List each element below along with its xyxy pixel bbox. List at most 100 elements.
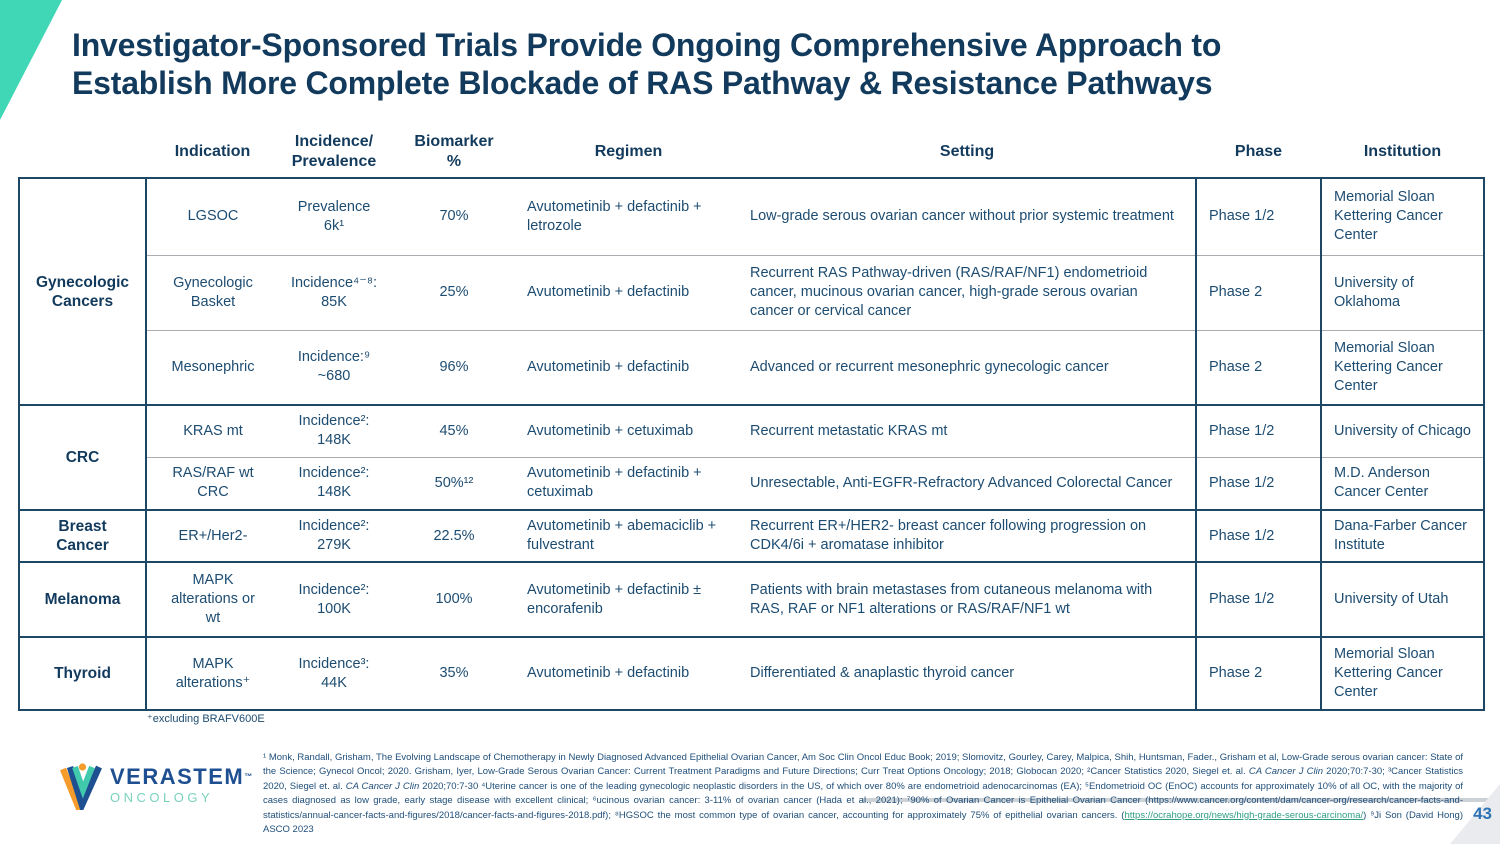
cell-biomarker: 45% bbox=[389, 405, 519, 458]
cell-indication: RAS/RAF wt CRC bbox=[146, 457, 279, 511]
table-row: Thyroid MAPK alterations⁺ Incidence³: 44… bbox=[18, 637, 1485, 711]
cell-setting: Patients with brain metastases from cuta… bbox=[738, 562, 1196, 638]
cell-incidence: Incidence:⁹ ~680 bbox=[279, 330, 389, 406]
reference-segment: CA Cancer J Clin bbox=[1248, 766, 1323, 778]
col-header-incidence: Incidence/ Prevalence bbox=[291, 132, 377, 170]
table-row: Melanoma MAPK alterations or wt Incidenc… bbox=[18, 562, 1485, 638]
cell-biomarker: 50%¹² bbox=[389, 457, 519, 511]
row-group-label: CRC bbox=[18, 405, 147, 511]
verastem-division-name: ONCOLOGY bbox=[110, 790, 214, 805]
col-header-indication: Indication bbox=[174, 142, 251, 160]
cell-regimen: Avutometinib + defactinib ± encorafenib bbox=[519, 562, 738, 638]
cell-setting: Advanced or recurrent mesonephric gyneco… bbox=[738, 330, 1196, 406]
cell-regimen: Avutometinib + abemaciclib + fulvestrant bbox=[519, 510, 738, 563]
verastem-logo-text: VERASTEM™ ONCOLOGY bbox=[110, 762, 254, 806]
footer-divider-line bbox=[862, 798, 1500, 802]
cell-regimen: Avutometinib + defactinib bbox=[519, 330, 738, 406]
cell-phase: Phase 1/2 bbox=[1195, 405, 1322, 458]
row-group-label: Gynecologic Cancers bbox=[18, 177, 147, 406]
cell-indication: MAPK alterations or wt bbox=[146, 562, 279, 638]
cell-indication: KRAS mt bbox=[146, 405, 279, 458]
reference-segment: ¹ Monk, Randall, Grisham, The Evolving L… bbox=[263, 752, 1463, 778]
trials-table: Indication Incidence/ Prevalence Biomark… bbox=[18, 126, 1485, 711]
cell-incidence: Incidence²: 279K bbox=[279, 510, 389, 563]
cell-regimen: Avutometinib + defactinib + letrozole bbox=[519, 177, 738, 256]
cell-setting: Recurrent metastatic KRAS mt bbox=[738, 405, 1196, 458]
cell-biomarker: 22.5% bbox=[389, 510, 519, 563]
cell-institution: M.D. Anderson Cancer Center bbox=[1321, 457, 1485, 511]
col-header-group bbox=[19, 126, 146, 178]
reference-segment: 2020;70:7-30 ⁴Uterine cancer is one of t… bbox=[263, 780, 1463, 821]
row-group-label: Melanoma bbox=[18, 562, 147, 638]
cell-biomarker: 35% bbox=[389, 637, 519, 711]
cell-setting: Differentiated & anaplastic thyroid canc… bbox=[738, 637, 1196, 711]
cell-phase: Phase 1/2 bbox=[1195, 177, 1322, 256]
cell-institution: Memorial Sloan Kettering Cancer Center bbox=[1321, 177, 1485, 256]
cell-regimen: Avutometinib + defactinib + cetuximab bbox=[519, 457, 738, 511]
cell-incidence: Prevalence 6k¹ bbox=[279, 177, 389, 256]
cell-incidence: Incidence²: 148K bbox=[279, 405, 389, 458]
cell-phase: Phase 2 bbox=[1195, 330, 1322, 406]
cell-indication: ER+/Her2- bbox=[146, 510, 279, 563]
cell-biomarker: 25% bbox=[389, 255, 519, 331]
cell-institution: University of Utah bbox=[1321, 562, 1485, 638]
cell-biomarker: 96% bbox=[389, 330, 519, 406]
verastem-brand-word: VERASTEM bbox=[110, 764, 245, 789]
trials-table-wrap: Indication Incidence/ Prevalence Biomark… bbox=[18, 126, 1485, 711]
cell-setting: Unresectable, Anti-EGFR-Refractory Advan… bbox=[738, 457, 1196, 511]
cell-phase: Phase 1/2 bbox=[1195, 562, 1322, 638]
col-header-phase: Phase bbox=[1234, 142, 1283, 160]
cell-setting: Recurrent RAS Pathway-driven (RAS/RAF/NF… bbox=[738, 255, 1196, 331]
cell-phase: Phase 2 bbox=[1195, 255, 1322, 331]
table-footnote: ⁺excluding BRAFV600E bbox=[147, 713, 265, 725]
cell-indication: LGSOC bbox=[146, 177, 279, 256]
cell-incidence: Incidence⁴⁻⁸: 85K bbox=[279, 255, 389, 331]
col-header-biomarker: Biomarker % bbox=[414, 132, 494, 170]
cell-setting: Low-grade serous ovarian cancer without … bbox=[738, 177, 1196, 256]
reference-link[interactable]: https://ocrahope.org/news/high-grade-ser… bbox=[1124, 809, 1364, 821]
table-header-row: Indication Incidence/ Prevalence Biomark… bbox=[19, 126, 1484, 178]
cell-indication: Gynecologic Basket bbox=[146, 255, 279, 331]
cell-incidence: Incidence²: 148K bbox=[279, 457, 389, 511]
cell-regimen: Avutometinib + defactinib bbox=[519, 637, 738, 711]
cell-phase: Phase 1/2 bbox=[1195, 510, 1322, 563]
row-group-label: Breast Cancer bbox=[18, 510, 147, 563]
page-number: 43 bbox=[1473, 804, 1492, 823]
reference-segment: ) ⁹Ji Son (David Hong) ASCO 2023 bbox=[263, 809, 1463, 836]
col-header-institution: Institution bbox=[1363, 142, 1442, 160]
table-row: CRC KRAS mt Incidence²: 148K 45% Avutome… bbox=[18, 405, 1485, 511]
table-row: Gynecologic Cancers LGSOC Prevalence 6k¹… bbox=[18, 177, 1485, 406]
cell-phase: Phase 1/2 bbox=[1195, 457, 1322, 511]
reference-segment: 2020;70:7-30; ³Cancer Statistics 2020, S… bbox=[263, 766, 1463, 792]
table-row: RAS/RAF wt CRC Incidence²: 148K 50%¹² Av… bbox=[19, 457, 1485, 511]
cell-biomarker: 70% bbox=[389, 177, 519, 256]
cell-setting: Recurrent ER+/HER2- breast cancer follow… bbox=[738, 510, 1196, 563]
cell-indication: MAPK alterations⁺ bbox=[146, 637, 279, 711]
trademark-symbol: ™ bbox=[244, 772, 254, 781]
reference-segment: CA Cancer J Clin bbox=[345, 780, 420, 792]
cell-incidence: Incidence³: 44K bbox=[279, 637, 389, 711]
cell-regimen: Avutometinib + defactinib bbox=[519, 255, 738, 331]
col-header-setting: Setting bbox=[939, 142, 995, 160]
col-header-regimen: Regimen bbox=[594, 142, 663, 160]
table-row: Gynecologic Basket Incidence⁴⁻⁸: 85K 25%… bbox=[19, 255, 1485, 331]
verastem-v-icon bbox=[60, 763, 102, 810]
cell-phase: Phase 2 bbox=[1195, 637, 1322, 711]
cell-incidence: Incidence²: 100K bbox=[279, 562, 389, 638]
cell-institution: Dana-Farber Cancer Institute bbox=[1321, 510, 1485, 563]
cell-indication: Mesonephric bbox=[146, 330, 279, 406]
row-group-label: Thyroid bbox=[18, 637, 147, 711]
table-row: Breast Cancer ER+/Her2- Incidence²: 279K… bbox=[18, 510, 1485, 563]
slide-title: Investigator-Sponsored Trials Provide On… bbox=[72, 27, 1222, 101]
cell-regimen: Avutometinib + cetuximab bbox=[519, 405, 738, 458]
cell-institution: Memorial Sloan Kettering Cancer Center bbox=[1321, 330, 1485, 406]
cell-institution: University of Oklahoma bbox=[1321, 255, 1485, 331]
table-row: Mesonephric Incidence:⁹ ~680 96% Avutome… bbox=[19, 330, 1485, 406]
references-text: ¹ Monk, Randall, Grisham, The Evolving L… bbox=[263, 751, 1463, 837]
teal-corner-accent bbox=[0, 0, 62, 120]
verastem-brand-name: VERASTEM™ bbox=[110, 766, 254, 788]
cell-institution: Memorial Sloan Kettering Cancer Center bbox=[1321, 637, 1485, 711]
cell-biomarker: 100% bbox=[389, 562, 519, 638]
cell-institution: University of Chicago bbox=[1321, 405, 1485, 458]
